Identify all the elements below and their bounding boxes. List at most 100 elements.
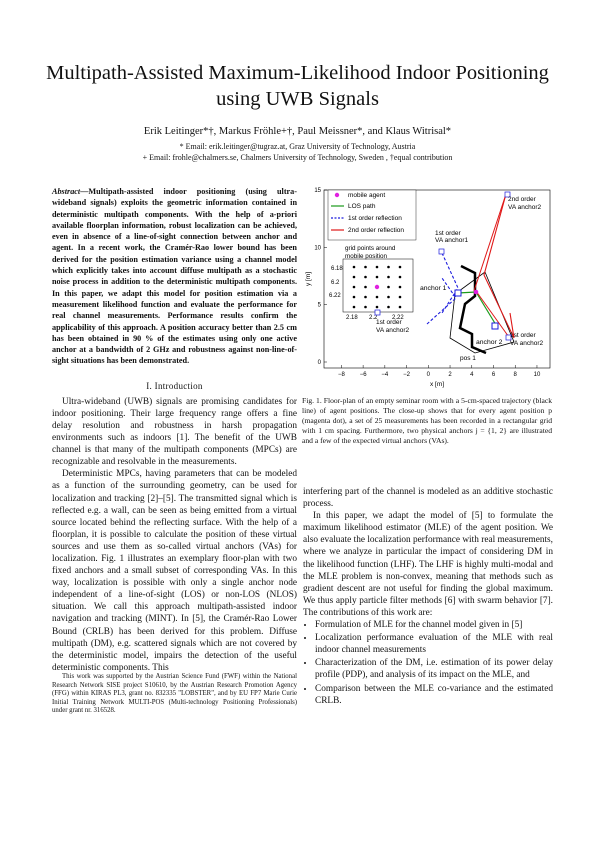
- grid-point: [364, 295, 367, 299]
- affiliation-1: * Email: erik.leitinger@tugraz.at, Graz …: [179, 142, 416, 151]
- grid-point: [352, 285, 356, 289]
- grid-point: [398, 285, 402, 289]
- figure-caption: Fig. 1. Floor-plan of an empty seminar r…: [302, 396, 552, 445]
- legend-first-order: 1st order reflection: [348, 215, 402, 222]
- second-order-path-3: [475, 290, 512, 341]
- anchor2-label: anchor 2: [476, 339, 503, 346]
- grid-point: [352, 295, 356, 299]
- grid-point: [352, 305, 356, 309]
- contributions-list: Formulation of MLE for the channel model…: [303, 619, 553, 707]
- abstract-label: Abstract: [52, 187, 81, 196]
- va-marker-a1: [438, 248, 445, 255]
- legend-agent: mobile agent: [348, 192, 385, 199]
- grid-point: [398, 265, 402, 269]
- legend-box: [327, 189, 417, 241]
- list-item: Formulation of MLE for the channel model…: [315, 619, 553, 631]
- grid-point: [375, 265, 379, 269]
- grid-x-label-2: 2.22: [392, 315, 404, 321]
- anchor1-label: anchor 1: [420, 285, 447, 292]
- va-label-a2-right-order: 1st order: [510, 332, 536, 339]
- x-tick-label: −6: [360, 372, 368, 378]
- list-item: Comparison between the MLE co-variance a…: [315, 683, 553, 707]
- grid-point: [398, 295, 402, 299]
- va-label-a2-left: VA anchor2: [376, 327, 410, 334]
- trajectory: [458, 264, 487, 355]
- grid-point: [375, 295, 379, 299]
- agent-position: [473, 289, 479, 295]
- intro-paragraph-1: Ultra-wideband (UWB) signals are promisi…: [52, 396, 297, 468]
- va-marker-a2-right: [505, 334, 512, 341]
- grid-point: [364, 265, 367, 269]
- abstract: Abstract—Multipath-assisted indoor posit…: [52, 186, 297, 367]
- second-order-path-2: [473, 193, 507, 292]
- grid-point: [352, 265, 356, 269]
- grid-points: [352, 265, 402, 309]
- x-tick-label: 2: [448, 372, 452, 378]
- va-marker-a2-left: [374, 309, 381, 316]
- va-label-a2-left-order: 1st order: [376, 319, 402, 326]
- y-axis-ticks: 0 5 10 15: [314, 188, 327, 366]
- grid-point: [387, 285, 390, 289]
- va-label-a1-order: 1st order: [435, 230, 461, 237]
- x-tick-label: 4: [470, 372, 474, 378]
- affiliation-2: + Email: frohle@chalmers.se, Chalmers Un…: [142, 153, 453, 162]
- grid-point: [387, 275, 390, 279]
- grid-point: [398, 305, 402, 309]
- x-tick-label: 8: [514, 372, 518, 378]
- right-paragraph-2: In this paper, we adapt the model of [5]…: [303, 511, 553, 618]
- right-column: interfering part of the channel is model…: [303, 486, 553, 708]
- x-axis-label: x [m]: [430, 381, 444, 388]
- grid-point: [375, 305, 379, 309]
- figure-1: −8 −6 −4 −2 0 2 4 6 8 10 0 5 10 15 x [m] y [m] mobil…: [300, 178, 555, 458]
- intro-paragraph-2: Deterministic MPCs, having parameters th…: [52, 469, 297, 673]
- right-paragraph-1: interfering part of the channel is model…: [303, 487, 553, 510]
- x-tick-label: 6: [492, 372, 496, 378]
- grid-point: [387, 265, 390, 269]
- x-tick-label: 0: [427, 372, 431, 378]
- va-label-a2-right: VA anchor2: [510, 340, 544, 347]
- grid-point: [364, 305, 367, 309]
- va-marker-2nd: [504, 191, 511, 198]
- y-axis-label: y [m]: [305, 272, 312, 286]
- first-order-path-a: [426, 277, 457, 325]
- list-item: Characterization of the DM, i.e. estimat…: [315, 657, 553, 681]
- legend-second-order: 2nd order reflection: [348, 227, 404, 234]
- abstract-text: —Multipath-assisted indoor positioning (…: [52, 187, 297, 366]
- grid-y-label-0: 6.18: [331, 266, 343, 272]
- x-tick-label: −2: [403, 372, 411, 378]
- legend-agent-marker: [334, 192, 340, 198]
- x-tick-label: −4: [381, 372, 389, 378]
- anchor2-marker: [491, 322, 499, 330]
- plot-frame: [323, 189, 551, 369]
- second-order-path: [483, 193, 515, 339]
- grid-point: [364, 285, 367, 289]
- grid-point: [387, 295, 390, 299]
- anchor1-marker: [454, 289, 462, 297]
- closeup-label-1: grid points around: [345, 245, 396, 252]
- paper-title: Multipath-Assisted Maximum-Likelihood In…: [46, 62, 549, 110]
- x-tick-label: −8: [338, 372, 346, 378]
- grid-y-label-2: 6.22: [329, 293, 341, 299]
- floorplan-plot: −8 −6 −4 −2 0 2 4 6 8 10 0 5 10 15 x [m] y [m] mobil…: [305, 188, 551, 388]
- legend-los: LOS path: [348, 203, 376, 210]
- list-item: Localization performance evaluation of t…: [315, 632, 553, 656]
- grid-center-point: [374, 284, 380, 290]
- grid-point: [364, 275, 367, 279]
- grid-point: [375, 275, 379, 279]
- closeup-label-2: mobile position: [345, 253, 388, 260]
- left-column: Abstract—Multipath-assisted indoor posit…: [52, 186, 297, 674]
- los-path-2: [475, 291, 497, 326]
- va-label-a1: VA anchor1: [435, 237, 469, 244]
- pos1-label: pos 1: [460, 355, 476, 362]
- y-tick-label: 0: [318, 360, 322, 366]
- y-tick-label: 5: [318, 303, 322, 309]
- grid-point: [352, 275, 356, 279]
- author-list: Erik Leitinger*†, Markus Fröhle+†, Paul …: [143, 126, 452, 137]
- first-order-path-b: [441, 252, 459, 314]
- x-tick-label: 10: [534, 372, 541, 378]
- section-heading: I. Introduction: [146, 380, 203, 391]
- grid-x-label-1: 2.2: [369, 315, 378, 321]
- grid-point: [387, 305, 390, 309]
- y-tick-label: 15: [314, 188, 321, 194]
- x-axis-ticks: −8 −6 −4 −2 0 2 4 6 8 10: [338, 365, 541, 378]
